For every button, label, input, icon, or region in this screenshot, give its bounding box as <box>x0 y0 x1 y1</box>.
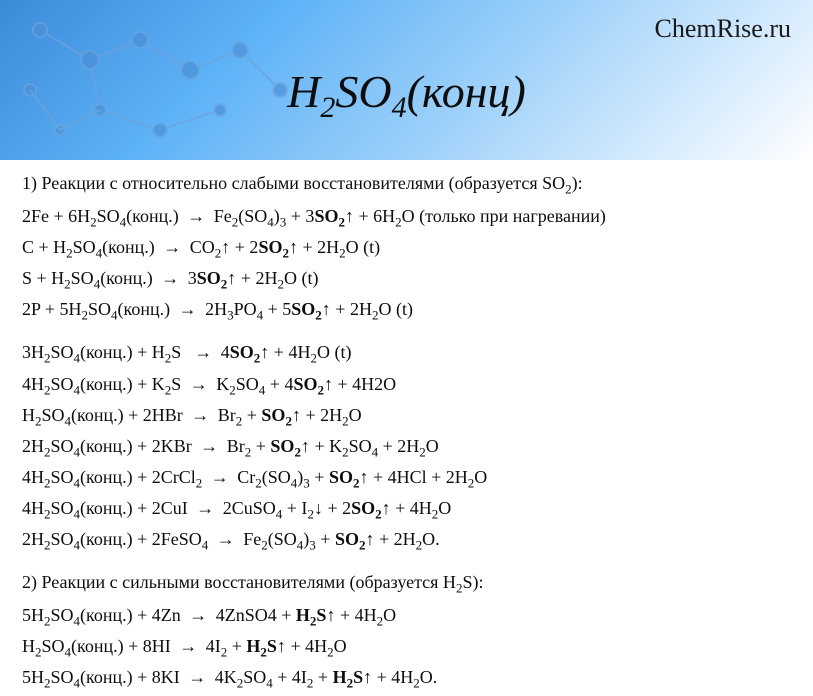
equation-line: H2SO4(конц.) + 2HBr → Br2 + SO2↑ + 2H2O <box>22 402 791 431</box>
equation-line: 2H2SO4(конц.) + 2FeSO4 → Fe2(SO4)3 + SO2… <box>22 526 791 555</box>
equation-line: 4H2SO4(конц.) + 2CuI → 2CuSO4 + I2↓ + 2S… <box>22 495 791 524</box>
equation-line: 4H2SO4(конц.) + 2CrCl2 → Cr2(SO4)3 + SO2… <box>22 464 791 493</box>
equation-line: 5H2SO4(конц.) + 8KI → 4K2SO4 + 4I2 + H2S… <box>22 664 791 693</box>
content-area: 1) Реакции с относительно слабыми восста… <box>22 170 791 696</box>
equation-line: S + H2SO4(конц.) → 3SO2↑ + 2H2O (t) <box>22 265 791 294</box>
equation-line: 2Fe + 6H2SO4(конц.) → Fe2(SO4)3 + 3SO2↑ … <box>22 203 791 232</box>
page-title: H2SO4(конц) <box>0 65 813 125</box>
equation-line: 5H2SO4(конц.) + 4Zn → 4ZnSO4 + H2S↑ + 4H… <box>22 602 791 631</box>
equation-line: 2H2SO4(конц.) + 2KBr → Br2 + SO2↑ + K2SO… <box>22 433 791 462</box>
equation-line: H2SO4(конц.) + 8HI → 4I2 + H2S↑ + 4H2O <box>22 633 791 662</box>
site-brand: ChemRise.ru <box>655 14 792 44</box>
equation-line: 4H2SO4(конц.) + K2S → K2SO4 + 4SO2↑ + 4H… <box>22 371 791 400</box>
equation-line: 2P + 5H2SO4(конц.) → 2H3PO4 + 5SO2↑ + 2H… <box>22 296 791 325</box>
section-heading: 2) Реакции с сильными восстановителями (… <box>22 569 791 598</box>
section-heading: 1) Реакции с относительно слабыми восста… <box>22 170 791 199</box>
equation-line: 3H2SO4(конц.) + H2S → 4SO2↑ + 4H2O (t) <box>22 339 791 368</box>
equation-line: C + H2SO4(конц.) → CO2↑ + 2SO2↑ + 2H2O (… <box>22 234 791 263</box>
